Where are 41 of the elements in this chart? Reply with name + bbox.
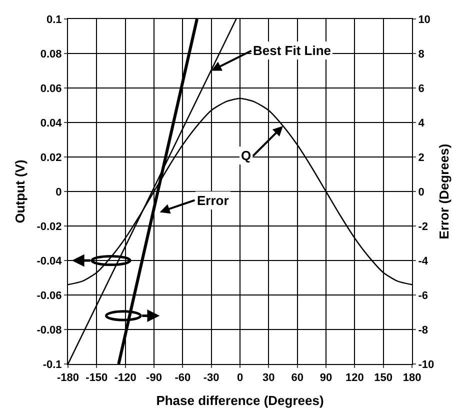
x-tick-label: -120 xyxy=(114,372,136,384)
x-tick-label: 60 xyxy=(291,372,304,384)
x-tick-label: -180 xyxy=(56,372,80,384)
y-tick-label: -0.06 xyxy=(36,290,62,302)
y2-tick-label: -8 xyxy=(418,324,428,336)
annotation: Q xyxy=(241,148,252,163)
x-tick-label: -150 xyxy=(86,372,108,384)
y-tick-label: -0.04 xyxy=(36,255,63,268)
annotation: Error xyxy=(197,193,229,208)
y2-tick-label: 6 xyxy=(418,82,424,95)
y2-axis-title: Error (Degrees) xyxy=(436,144,452,240)
y2-tick-label: -6 xyxy=(418,290,428,302)
x-tick-label: -60 xyxy=(174,372,191,384)
y-tick-label: -0.08 xyxy=(36,324,62,336)
y-tick-label: 0.08 xyxy=(40,48,62,60)
y2-tick-label: -4 xyxy=(418,255,429,268)
y-tick-label: -0.02 xyxy=(36,220,62,233)
y2-tick-label: -2 xyxy=(418,220,428,233)
y-tick-label: 0.1 xyxy=(46,14,62,26)
x-tick-label: 0 xyxy=(236,372,244,384)
y2-tick-label: 8 xyxy=(418,48,424,60)
y2-tick-label: 0 xyxy=(418,186,424,198)
x-tick-label: 180 xyxy=(402,372,422,384)
y-tick-label: 0 xyxy=(56,186,62,198)
x-tick-label: 90 xyxy=(320,372,332,384)
x-tick-label: -30 xyxy=(203,372,220,384)
x-tick-label: 150 xyxy=(374,372,393,384)
y-tick-label: -0.1 xyxy=(42,358,62,371)
y-axis-title: Output (V) xyxy=(12,160,28,224)
x-tick-label: 30 xyxy=(262,372,275,384)
y-tick-label: 0.06 xyxy=(40,82,62,95)
y2-tick-label: 2 xyxy=(418,152,424,164)
x-tick-label: -90 xyxy=(146,372,162,384)
y-tick-label: 0.02 xyxy=(40,152,62,164)
annotation: Best Fit Line xyxy=(253,43,332,58)
y2-tick-label: 4 xyxy=(418,117,426,130)
y2-tick-label: -10 xyxy=(418,358,434,371)
x-tick-label: 120 xyxy=(345,372,364,384)
x-axis-title: Phase difference (Degrees) xyxy=(156,392,324,408)
y2-tick-label: 10 xyxy=(418,14,430,26)
y-tick-label: 0.04 xyxy=(40,117,63,130)
